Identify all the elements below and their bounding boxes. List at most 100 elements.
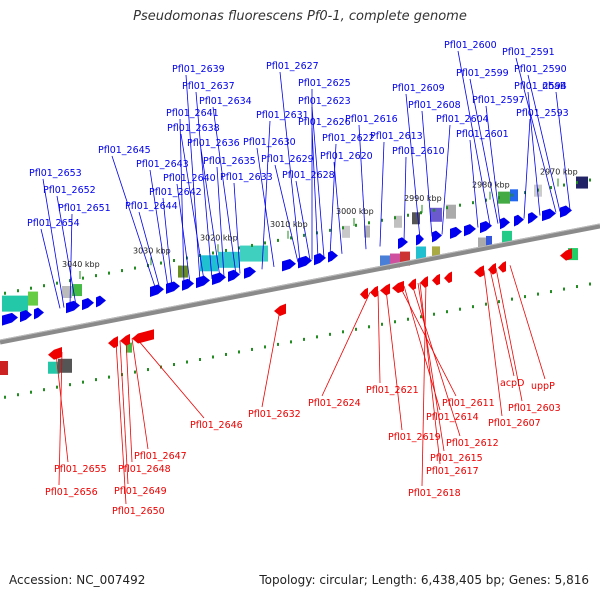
- kbp-label: 3030 kbp: [133, 246, 171, 255]
- connector-line: [405, 93, 421, 239]
- reverse-gene-label: Pfl01_2603: [508, 403, 561, 414]
- feature-box: [446, 204, 456, 219]
- reverse-gene-label: Pfl01_2632: [248, 409, 301, 420]
- connector-line: [417, 283, 445, 452]
- forward-gene-label: Pfl01_2651: [58, 203, 111, 214]
- forward-gene-label: Pfl01_2645: [98, 145, 151, 156]
- ruler-dot-lower: [17, 393, 19, 397]
- reverse-gene-label: Pfl01_2655: [54, 464, 107, 475]
- ruler-dot-lower: [290, 340, 292, 344]
- connector-line: [176, 183, 191, 284]
- kbp-label: 3020 kbp: [200, 233, 238, 242]
- ruler-dot-lower: [381, 322, 383, 326]
- ruler-dot-lower: [446, 310, 448, 314]
- ruler-dot-lower: [173, 363, 175, 367]
- reverse-gene-arrow: [444, 271, 452, 284]
- forward-gene-arrow: [398, 237, 408, 249]
- ruler-dot-upper: [355, 223, 357, 227]
- connector-line: [358, 124, 367, 250]
- connector-line: [212, 106, 237, 275]
- connector-line: [135, 337, 205, 419]
- connector-line: [56, 195, 77, 306]
- ruler-dot-upper: [238, 246, 240, 250]
- reverse-gene-label: Pfl01_2648: [118, 464, 171, 475]
- forward-gene-arrow: [82, 298, 94, 311]
- forward-gene-arrow: [542, 208, 556, 222]
- forward-gene-arrow: [528, 212, 538, 224]
- connector-line: [419, 282, 441, 465]
- feature-box: [390, 253, 400, 268]
- forward-gene-arrow: [500, 217, 510, 230]
- connector-line: [111, 155, 157, 290]
- reverse-gene-arrow: [132, 329, 154, 344]
- ruler-dot-upper: [524, 191, 526, 195]
- forward-gene-label: Pfl01_2600: [444, 40, 497, 51]
- forward-gene-label: Pfl01_2638: [167, 123, 220, 134]
- connector-line: [131, 338, 149, 450]
- feature-box: [400, 251, 410, 266]
- feature-box: [576, 176, 588, 189]
- feature-box: [364, 225, 370, 238]
- ruler-dot-lower: [43, 388, 45, 392]
- forward-gene-arrow: [2, 312, 18, 326]
- forward-gene-arrow: [212, 272, 226, 285]
- connector-line: [311, 127, 319, 259]
- connector-line: [515, 57, 557, 213]
- connector-line: [441, 124, 451, 235]
- feature-box: [568, 248, 578, 261]
- forward-gene-label: Pfl01_2639: [172, 64, 225, 75]
- ruler-dot-lower: [524, 295, 526, 299]
- forward-gene-label: Pfl01_2636: [187, 138, 240, 149]
- connector-line: [403, 156, 407, 242]
- feature-box: [486, 235, 492, 248]
- ruler-dot-upper: [30, 286, 32, 290]
- forward-gene-arrow: [66, 300, 80, 314]
- connector-line: [119, 340, 129, 485]
- ruler-dot-upper: [394, 216, 396, 220]
- forward-gene-label: Pfl01_2629: [261, 154, 314, 165]
- connector-line: [279, 71, 301, 262]
- ruler-dot-upper: [264, 241, 266, 245]
- connector-line: [399, 286, 457, 397]
- connector-line: [495, 267, 523, 402]
- reverse-gene-arrow: [274, 303, 286, 316]
- connector-line: [233, 182, 241, 274]
- connector-line: [411, 284, 461, 437]
- ruler-dot-upper: [498, 196, 500, 200]
- connector-line: [421, 281, 427, 487]
- forward-gene-label: Pfl01_2643: [136, 159, 189, 170]
- ruler-dot-upper: [472, 201, 474, 205]
- feature-box: [380, 255, 390, 270]
- forward-gene-arrow: [314, 253, 326, 266]
- ruler-dot-lower: [550, 290, 552, 294]
- forward-gene-label: Pfl01_2593: [516, 108, 569, 119]
- forward-gene-label: Pfl01_2630: [243, 137, 296, 148]
- connector-line: [385, 289, 403, 431]
- connector-line: [555, 91, 571, 210]
- forward-gene-label: Pfl01_2652: [43, 185, 96, 196]
- reverse-gene-label: Pfl01_2656: [45, 487, 98, 498]
- ruler-dot-upper: [433, 208, 435, 212]
- kbp-label: 3040 kbp: [62, 260, 100, 269]
- connector-line: [523, 118, 531, 219]
- ruler-dot-lower: [238, 350, 240, 354]
- reverse-gene-arrow: [474, 265, 484, 278]
- feature-box: [62, 286, 72, 299]
- forward-gene-label: Pfl01_2628: [282, 170, 335, 181]
- reverse-gene-label: Pfl01_2621: [366, 385, 419, 396]
- connector-line: [421, 110, 433, 237]
- feature-box: [72, 284, 82, 297]
- ruler-dot-upper: [576, 181, 578, 185]
- forward-gene-arrow: [96, 295, 106, 308]
- ruler-dot-upper: [56, 281, 58, 285]
- ruler-dot-lower: [498, 300, 500, 304]
- connector-line: [274, 164, 299, 263]
- connector-line: [256, 147, 275, 268]
- genome-summary-text: Topology: circular; Length: 6,438,405 bp…: [259, 573, 589, 587]
- feature-box: [200, 255, 218, 272]
- forward-gene-label: Pfl01_2597: [472, 95, 525, 106]
- ruler-dot-lower: [199, 357, 201, 361]
- kbp-label: 3010 kbp: [270, 220, 308, 229]
- connector-line: [527, 74, 561, 212]
- connector-line: [261, 120, 271, 270]
